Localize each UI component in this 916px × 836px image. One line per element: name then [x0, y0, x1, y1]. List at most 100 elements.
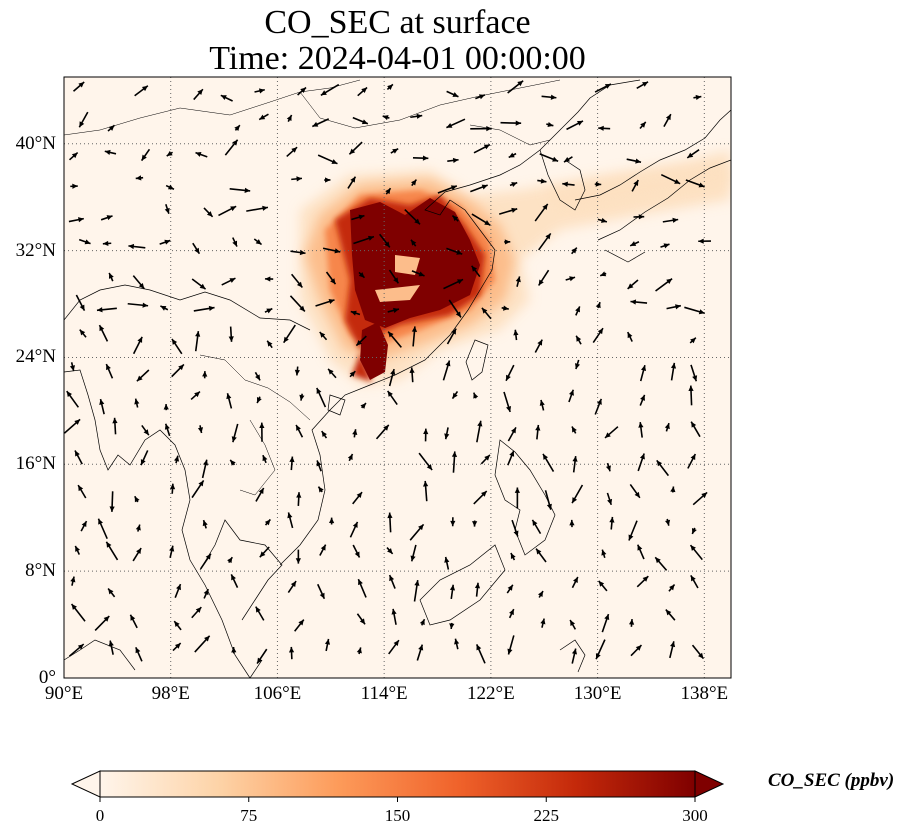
wind-arrow: [360, 402, 367, 409]
wind-arrow: [500, 120, 522, 126]
wind-arrow: [100, 215, 113, 221]
longitude-tick-label: 90°E: [44, 683, 84, 704]
wind-arrow: [592, 327, 604, 343]
wind-arrow: [70, 183, 78, 189]
wind-arrow: [451, 451, 458, 473]
wind-arrow: [446, 118, 466, 129]
wind-arrow: [686, 149, 700, 159]
colorbar-label: CO_SEC (ppbv): [768, 770, 895, 791]
wind-arrow: [287, 580, 297, 593]
wind-arrow: [510, 552, 516, 561]
wind-arrow: [541, 94, 557, 100]
wind-arrow: [190, 390, 201, 401]
wind-arrow: [562, 181, 575, 187]
wind-arrow: [382, 115, 390, 121]
map-gridlines: [64, 77, 731, 678]
wind-arrow: [411, 270, 425, 277]
wind-arrow: [64, 418, 81, 434]
wind-arrow: [258, 113, 269, 121]
wind-arrow: [628, 619, 635, 627]
wind-arrow: [574, 359, 580, 370]
wind-arrow: [294, 619, 305, 632]
wind-arrow: [218, 205, 237, 217]
wind-arrow: [423, 428, 429, 442]
wind-arrow: [542, 453, 555, 472]
wind-arrow: [413, 580, 420, 602]
wind-arrow: [513, 329, 519, 341]
wind-arrow: [171, 363, 185, 378]
wind-arrow: [665, 609, 676, 621]
wind-arrow: [164, 204, 170, 215]
wind-arrow: [255, 606, 265, 621]
wind-arrow: [388, 269, 400, 284]
wind-arrow: [505, 364, 515, 382]
wind-arrow: [471, 213, 491, 226]
wind-arrow: [289, 456, 295, 471]
colorbar-extend-max: [694, 770, 725, 798]
wind-arrow: [544, 490, 552, 510]
wind-arrow: [141, 424, 150, 436]
wind-arrow: [507, 450, 515, 466]
wind-arrow: [451, 214, 459, 222]
wind-arrow: [134, 85, 149, 97]
wind-arrow: [160, 305, 169, 311]
wind-arrow: [78, 111, 89, 128]
wind-arrow: [228, 326, 234, 342]
wind-arrow: [290, 249, 306, 256]
wind-arrow: [449, 622, 455, 630]
wind-arrow: [109, 491, 115, 512]
wind-arrow: [630, 644, 643, 657]
wind-arrow: [129, 614, 138, 629]
wind-arrow: [316, 387, 327, 408]
wind-arrow: [515, 276, 521, 287]
wind-arrow: [264, 307, 273, 314]
wind-arrow: [97, 518, 108, 540]
colorbar-tick-label: 300: [682, 806, 708, 825]
wind-arrow: [604, 426, 619, 439]
wind-arrow: [514, 487, 520, 509]
wind-arrow: [79, 329, 87, 338]
wind-arrow: [295, 549, 301, 564]
wind-arrow: [77, 484, 87, 499]
wind-arrow: [231, 423, 239, 443]
wind-arrow: [691, 527, 697, 535]
wind-arrow: [629, 241, 640, 247]
wind-arrow: [329, 517, 335, 525]
wind-arrow: [78, 238, 91, 245]
wind-arrow: [656, 459, 670, 477]
wind-arrow: [387, 512, 393, 533]
wind-arrow: [352, 491, 363, 505]
wind-arrow: [266, 340, 273, 349]
wind-arrow: [169, 545, 175, 558]
wind-arrow: [172, 642, 182, 652]
longitude-tick-label: 138°E: [680, 683, 729, 704]
map-title: CO_SEC at surface: [264, 4, 531, 41]
wind-arrow: [668, 583, 676, 592]
wind-arrow: [636, 81, 649, 90]
latitude-tick-label: 8°N: [25, 560, 56, 582]
wind-arrow: [626, 158, 642, 164]
wind-arrow: [689, 544, 703, 561]
wind-arrow: [601, 613, 610, 633]
wind-arrow: [443, 278, 464, 290]
wind-arrow: [195, 151, 208, 158]
wind-arrow: [633, 214, 645, 220]
colorbar-tick-label: 0: [95, 806, 105, 825]
wind-arrow: [538, 590, 544, 598]
wind-arrow: [70, 576, 76, 586]
wind-arrow: [446, 328, 457, 345]
wind-arrow: [319, 331, 328, 341]
wind-arrow: [283, 324, 296, 344]
wind-arrow: [386, 83, 394, 91]
wind-arrow: [410, 113, 423, 119]
wind-arrow: [353, 235, 375, 245]
wind-arrow: [202, 371, 208, 379]
wind-arrow: [669, 641, 676, 659]
wind-arrow: [295, 424, 304, 438]
wind-arrow: [388, 368, 396, 387]
wind-arrow: [423, 480, 429, 502]
colorbar-tick-label: 75: [240, 806, 258, 825]
wind-arrow: [388, 639, 400, 655]
wind-arrow: [684, 306, 705, 315]
wind-arrow: [450, 517, 456, 527]
